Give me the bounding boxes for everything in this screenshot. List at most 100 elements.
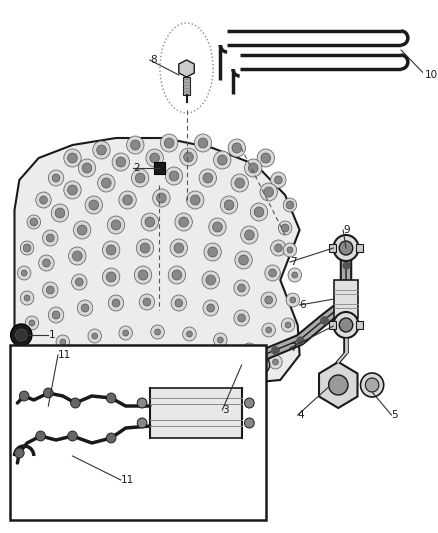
Circle shape bbox=[106, 393, 116, 403]
Circle shape bbox=[204, 243, 221, 261]
Circle shape bbox=[151, 325, 164, 339]
Text: 11: 11 bbox=[58, 350, 71, 360]
Circle shape bbox=[224, 367, 230, 373]
Bar bbox=[328, 244, 336, 252]
Circle shape bbox=[141, 213, 159, 231]
Circle shape bbox=[262, 323, 276, 337]
Circle shape bbox=[39, 196, 47, 204]
Polygon shape bbox=[319, 362, 357, 408]
Polygon shape bbox=[14, 138, 300, 390]
Circle shape bbox=[106, 245, 116, 255]
Circle shape bbox=[111, 220, 121, 230]
Circle shape bbox=[252, 356, 270, 374]
Circle shape bbox=[78, 300, 93, 316]
Circle shape bbox=[224, 200, 234, 210]
Circle shape bbox=[194, 134, 212, 152]
Circle shape bbox=[203, 300, 219, 316]
Circle shape bbox=[74, 221, 91, 239]
Circle shape bbox=[261, 292, 276, 308]
Circle shape bbox=[275, 244, 282, 252]
Circle shape bbox=[235, 178, 244, 188]
Circle shape bbox=[209, 218, 226, 236]
Circle shape bbox=[220, 196, 238, 214]
Circle shape bbox=[264, 187, 273, 197]
Circle shape bbox=[247, 347, 252, 353]
Circle shape bbox=[18, 266, 31, 280]
Circle shape bbox=[23, 244, 31, 252]
Circle shape bbox=[231, 174, 248, 192]
Circle shape bbox=[64, 149, 81, 167]
Circle shape bbox=[78, 225, 87, 235]
Circle shape bbox=[140, 243, 150, 253]
Circle shape bbox=[11, 324, 32, 346]
Circle shape bbox=[360, 373, 384, 397]
Circle shape bbox=[235, 251, 252, 269]
Circle shape bbox=[260, 183, 277, 201]
Circle shape bbox=[50, 367, 56, 373]
Circle shape bbox=[138, 270, 148, 280]
Text: 8: 8 bbox=[150, 55, 156, 65]
Circle shape bbox=[36, 431, 46, 441]
Circle shape bbox=[21, 270, 27, 276]
Circle shape bbox=[134, 371, 146, 383]
Circle shape bbox=[256, 360, 266, 370]
Text: 1: 1 bbox=[48, 330, 55, 340]
Circle shape bbox=[232, 143, 242, 153]
Circle shape bbox=[288, 268, 301, 282]
Circle shape bbox=[119, 326, 132, 340]
Circle shape bbox=[25, 316, 39, 330]
Circle shape bbox=[198, 138, 208, 148]
Circle shape bbox=[46, 234, 54, 242]
Text: 2: 2 bbox=[134, 163, 140, 173]
Circle shape bbox=[98, 174, 115, 192]
Circle shape bbox=[180, 148, 197, 166]
Circle shape bbox=[43, 388, 53, 398]
Circle shape bbox=[283, 198, 297, 212]
Circle shape bbox=[135, 173, 145, 183]
Circle shape bbox=[71, 398, 80, 408]
Circle shape bbox=[119, 191, 136, 209]
Circle shape bbox=[234, 280, 249, 296]
Circle shape bbox=[179, 217, 188, 227]
Circle shape bbox=[127, 136, 144, 154]
Circle shape bbox=[275, 176, 282, 184]
Circle shape bbox=[268, 355, 282, 369]
Circle shape bbox=[131, 140, 140, 150]
Circle shape bbox=[102, 241, 120, 259]
Circle shape bbox=[38, 349, 43, 355]
Circle shape bbox=[243, 343, 256, 357]
Circle shape bbox=[153, 189, 170, 207]
Circle shape bbox=[248, 163, 258, 173]
Bar bbox=[328, 321, 336, 329]
Circle shape bbox=[292, 272, 298, 278]
Circle shape bbox=[271, 172, 286, 188]
Circle shape bbox=[244, 230, 254, 240]
Circle shape bbox=[75, 278, 83, 286]
Text: 7: 7 bbox=[290, 343, 297, 353]
Circle shape bbox=[160, 134, 178, 152]
Circle shape bbox=[72, 251, 82, 261]
Circle shape bbox=[97, 145, 106, 155]
Text: 6: 6 bbox=[300, 300, 306, 310]
Circle shape bbox=[187, 191, 204, 209]
Circle shape bbox=[175, 213, 192, 231]
Circle shape bbox=[56, 335, 70, 349]
Circle shape bbox=[55, 208, 65, 218]
Circle shape bbox=[333, 312, 359, 338]
Circle shape bbox=[67, 431, 78, 441]
Circle shape bbox=[268, 269, 276, 277]
Circle shape bbox=[137, 398, 147, 408]
Circle shape bbox=[339, 318, 353, 332]
Circle shape bbox=[286, 201, 294, 209]
Circle shape bbox=[208, 247, 217, 257]
Circle shape bbox=[283, 243, 297, 257]
Circle shape bbox=[339, 241, 353, 255]
Circle shape bbox=[36, 192, 51, 208]
Circle shape bbox=[93, 141, 110, 159]
Circle shape bbox=[244, 159, 262, 177]
Text: 3: 3 bbox=[223, 405, 229, 415]
Circle shape bbox=[258, 362, 264, 368]
Circle shape bbox=[169, 171, 179, 181]
Circle shape bbox=[228, 139, 245, 157]
Circle shape bbox=[265, 265, 280, 281]
